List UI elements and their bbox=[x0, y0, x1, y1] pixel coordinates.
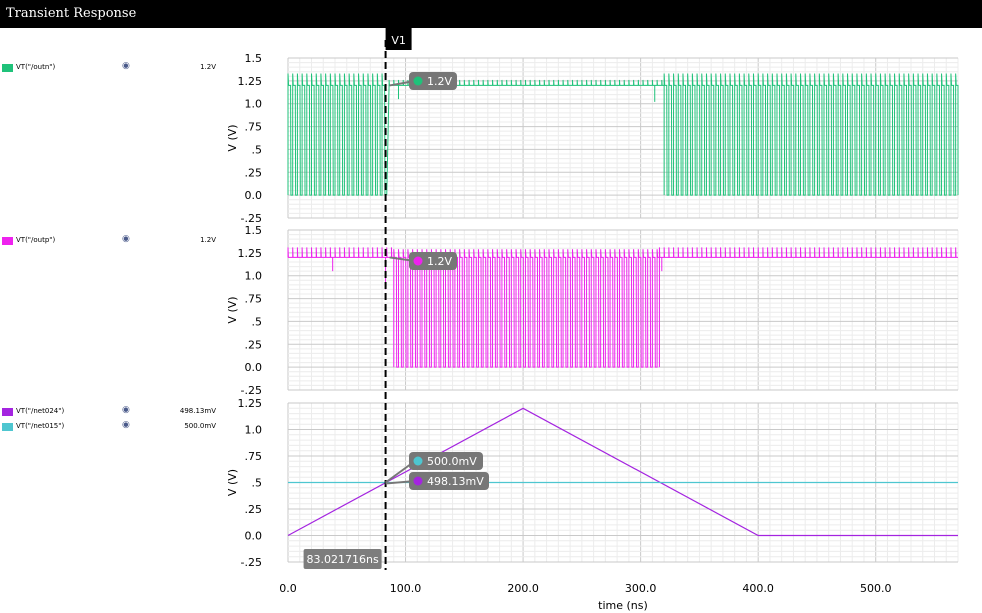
marker-outp: 1.2V bbox=[389, 252, 457, 270]
series-glitch-outn bbox=[386, 85, 656, 196]
legend-swatch bbox=[2, 408, 13, 416]
legend-swatch bbox=[2, 423, 13, 431]
y-tick-label: -.25 bbox=[241, 384, 262, 397]
legend-swatch bbox=[2, 64, 13, 72]
legend-entry-net024[interactable]: VT("/net024") ◉ 498.13mV bbox=[2, 405, 222, 418]
eye-icon[interactable]: ◉ bbox=[122, 405, 130, 415]
y-tick-label: 1.0 bbox=[245, 424, 263, 437]
plot-area bbox=[288, 230, 958, 390]
marker-label-box bbox=[409, 252, 457, 270]
y-tick-label: 0.0 bbox=[245, 189, 263, 202]
plot-panel-2: 1.5 1.25 1.0 .75 .5 .25 0.0 -.25 V (V) bbox=[226, 224, 959, 397]
legend-entry-outp[interactable]: VT("/outp") ◉ 1.2V bbox=[2, 234, 222, 247]
legend-name: VT("/net015") bbox=[16, 422, 65, 430]
y-tick-label: .25 bbox=[245, 166, 263, 179]
x-tick-label: 100.0 bbox=[390, 582, 422, 595]
x-tick-label: 200.0 bbox=[507, 582, 539, 595]
y-tick-label: -.25 bbox=[241, 556, 262, 569]
plot-panel-1: 1.5 1.25 1.0 .75 .5 .25 0.0 -.25 V (V) bbox=[226, 52, 959, 225]
x-tick-label: 300.0 bbox=[625, 582, 657, 595]
marker-label-box bbox=[409, 452, 483, 470]
legend-swatch bbox=[2, 237, 13, 245]
marker-label: 1.2V bbox=[427, 75, 452, 88]
eye-icon[interactable]: ◉ bbox=[122, 234, 130, 244]
marker-label-box bbox=[409, 72, 457, 90]
y-axis-label: V (V) bbox=[226, 124, 239, 151]
series-line-outp-segment-3 bbox=[658, 247, 958, 258]
y-tick-label: .5 bbox=[252, 477, 263, 490]
y-tick-label: 1.0 bbox=[245, 98, 263, 111]
marker-dot bbox=[413, 256, 423, 266]
y-tick-label: .25 bbox=[245, 338, 263, 351]
y-tick-label: .5 bbox=[252, 143, 263, 156]
cursor-name-v1: V1 bbox=[391, 34, 406, 47]
window-title: Transient Response bbox=[0, 0, 982, 28]
y-tick-label: .75 bbox=[245, 293, 263, 306]
marker-net015: 500.0mV bbox=[384, 452, 483, 484]
series-line-outn-segment-3 bbox=[663, 73, 959, 196]
cursor-time-box bbox=[303, 549, 382, 569]
y-tick-label: 1.25 bbox=[238, 75, 263, 88]
y-tick-label: .25 bbox=[245, 503, 263, 516]
marker-label: 498.13mV bbox=[427, 475, 484, 488]
eye-icon[interactable]: ◉ bbox=[122, 420, 130, 430]
cursor-tag-v1 bbox=[385, 28, 412, 50]
series-line-outn-segment-1 bbox=[287, 73, 386, 196]
y-tick-label: .75 bbox=[245, 450, 263, 463]
series-line-outp-segment-1 bbox=[287, 247, 394, 258]
x-tick-label: 500.0 bbox=[860, 582, 892, 595]
y-axis-label: V (V) bbox=[226, 469, 239, 496]
legend-name: VT("/outp") bbox=[16, 236, 56, 244]
legend-value: 500.0mV bbox=[184, 422, 216, 430]
marker-outn: 1.2V bbox=[389, 72, 457, 90]
legend-value: 498.13mV bbox=[179, 407, 216, 415]
legend-value: 1.2V bbox=[200, 236, 216, 244]
y-tick-label: .5 bbox=[252, 315, 263, 328]
marker-label: 500.0mV bbox=[427, 455, 477, 468]
legend-name: VT("/net024") bbox=[16, 407, 65, 415]
legend-name: VT("/outn") bbox=[16, 63, 56, 71]
eye-icon[interactable]: ◉ bbox=[122, 61, 130, 71]
y-tick-label: 1.25 bbox=[238, 397, 263, 410]
y-tick-label: -.25 bbox=[241, 212, 262, 225]
marker-dot bbox=[413, 476, 423, 486]
cursor-time-label: 83.021716ns bbox=[306, 553, 378, 566]
x-axis-label: time (ns) bbox=[598, 599, 648, 612]
legend-value: 1.2V bbox=[200, 63, 216, 71]
y-tick-label: 1.25 bbox=[238, 247, 263, 260]
y-tick-label: 1.0 bbox=[245, 270, 263, 283]
x-tick-label: 400.0 bbox=[742, 582, 774, 595]
legend-entry-outn[interactable]: VT("/outn") ◉ 1.2V bbox=[2, 61, 222, 74]
x-tick-label: 0.0 bbox=[279, 582, 297, 595]
marker-net024: 498.13mV bbox=[385, 472, 489, 490]
plot-panel-3: 1.25 1.0 .75 .5 .25 0.0 -.25 V (V) 0.0 100.0 200.0… bbox=[226, 397, 959, 612]
y-tick-label: 1.5 bbox=[245, 52, 263, 65]
y-tick-label: 0.0 bbox=[245, 361, 263, 374]
marker-dot bbox=[413, 76, 423, 86]
series-line-net024 bbox=[287, 407, 958, 537]
y-axis-label: V (V) bbox=[226, 296, 239, 323]
y-tick-label: .75 bbox=[245, 121, 263, 134]
marker-label-box bbox=[409, 472, 489, 490]
y-tick-label: 1.5 bbox=[245, 224, 263, 237]
marker-dot bbox=[413, 456, 423, 466]
y-tick-label: 0.0 bbox=[245, 530, 263, 543]
marker-label: 1.2V bbox=[427, 255, 452, 268]
legend-entry-net015[interactable]: VT("/net015") ◉ 500.0mV bbox=[2, 420, 222, 433]
